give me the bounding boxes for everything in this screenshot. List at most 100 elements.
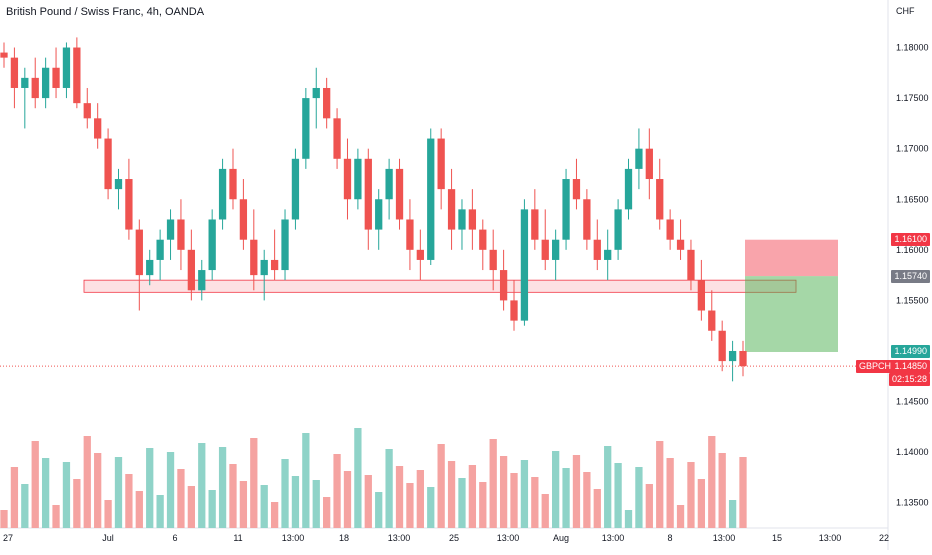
candle-body <box>635 148 643 169</box>
volume-bar <box>427 487 435 528</box>
y-tick-label: 1.14000 <box>896 447 929 457</box>
x-tick-label: 22 <box>879 533 889 543</box>
candle-body <box>645 148 653 180</box>
volume-bar <box>177 469 185 528</box>
x-tick-label: Jul <box>102 533 114 543</box>
x-tick-label: 13:00 <box>713 533 736 543</box>
candle-body <box>531 209 539 240</box>
volume-bar <box>166 452 175 528</box>
volume-bar <box>437 444 445 528</box>
volume-bar <box>281 459 289 528</box>
y-tick-label: 1.17500 <box>896 93 929 103</box>
candle-body <box>260 259 268 276</box>
volume-bar <box>666 458 674 528</box>
candle-body <box>687 249 695 281</box>
volume-bar <box>479 482 487 528</box>
x-tick-label: 13:00 <box>819 533 842 543</box>
candle-body <box>323 87 331 119</box>
volume-bar <box>458 478 466 528</box>
volume-bar <box>187 486 195 528</box>
volume-bar <box>687 462 695 528</box>
volume-bar <box>635 467 643 528</box>
candle-body <box>416 249 424 260</box>
volume-bar <box>41 458 50 528</box>
volume-bar <box>614 463 622 528</box>
volume-bar <box>552 451 560 528</box>
candle-body <box>593 239 601 260</box>
volume-bar <box>375 492 383 528</box>
volume-bar <box>520 460 529 528</box>
volume-bar <box>354 428 362 528</box>
volume-bar <box>593 489 601 528</box>
candle-body <box>73 47 81 104</box>
volume-bar <box>323 497 331 528</box>
candle-body <box>499 270 508 301</box>
candle-body <box>239 199 248 240</box>
candle-body <box>94 118 102 139</box>
candle-body <box>0 52 8 58</box>
candle-body <box>229 168 237 200</box>
volume-bar <box>250 438 258 528</box>
candle-body <box>187 249 195 291</box>
y-tick-label: 1.16000 <box>896 245 929 255</box>
volume-bar <box>125 474 133 528</box>
candle-body <box>552 239 560 260</box>
volume-bar <box>572 455 581 528</box>
chart-legend-title: British Pound / Swiss Franc, 4h, OANDA <box>6 6 205 18</box>
x-tick-label: 15 <box>772 533 782 543</box>
y-tick-label: 1.13500 <box>896 498 929 508</box>
candle-body <box>697 280 706 311</box>
candle-body <box>708 310 716 331</box>
candle-body <box>624 168 633 210</box>
candle-body <box>375 199 383 230</box>
y-tick-label: 1.14500 <box>896 397 929 407</box>
candle-body <box>104 138 112 190</box>
candle-body <box>31 77 39 99</box>
candle-body <box>83 103 91 119</box>
volume-bar <box>229 464 237 528</box>
candle-body <box>364 158 372 230</box>
volume-bar <box>260 485 268 528</box>
volume-bar <box>62 462 71 528</box>
volume-bar <box>10 467 19 528</box>
x-tick-label: 27 <box>3 533 13 543</box>
volume-bar <box>395 466 404 528</box>
volume-bar <box>739 457 747 528</box>
volume-bar <box>0 510 8 528</box>
volume-bar <box>239 481 248 528</box>
volume-bar <box>104 500 112 528</box>
y-tick-label: 1.15500 <box>896 295 929 305</box>
candle-body <box>510 300 518 321</box>
candle-body <box>458 209 466 230</box>
candle-body <box>614 209 622 250</box>
volume-bar <box>333 454 341 528</box>
volume-bar <box>343 471 352 528</box>
volume-bar <box>135 491 143 528</box>
volume-bar <box>562 468 570 528</box>
x-tick-label: 8 <box>667 533 672 543</box>
volume-bar <box>364 475 372 528</box>
volume-bar <box>499 456 508 528</box>
y-tick-label: 1.17000 <box>896 144 929 154</box>
target-price-label: 1.14990 <box>891 345 930 359</box>
x-tick-label: 13:00 <box>388 533 411 543</box>
candle-body <box>21 77 29 88</box>
candle-body <box>520 209 529 321</box>
entry-price-label: 1.15740 <box>891 269 930 283</box>
volume-bar <box>406 483 414 528</box>
volume-bar <box>291 476 300 528</box>
x-tick-label: 13:00 <box>282 533 305 543</box>
volume-bar <box>447 461 456 528</box>
x-tick-label: 13:00 <box>497 533 520 543</box>
target-zone <box>745 276 838 352</box>
volume-bar <box>83 436 91 528</box>
x-tick-label: 11 <box>233 533 242 543</box>
stop-price-label: 1.16100 <box>891 233 930 247</box>
x-tick-label: Aug <box>553 533 569 543</box>
volume-bar <box>52 505 60 528</box>
candle-body <box>198 270 206 291</box>
stop-zone <box>745 239 838 277</box>
candle-body <box>604 249 612 260</box>
